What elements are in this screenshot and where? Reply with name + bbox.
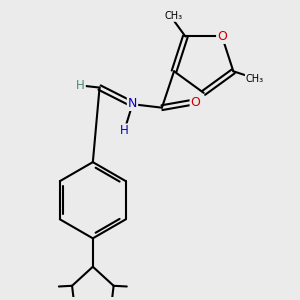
Text: N: N bbox=[128, 97, 137, 110]
Text: CH₃: CH₃ bbox=[164, 11, 182, 21]
Text: O: O bbox=[190, 96, 200, 109]
Text: CH₃: CH₃ bbox=[246, 74, 264, 84]
Text: H: H bbox=[119, 124, 128, 137]
Text: H: H bbox=[76, 79, 85, 92]
Text: O: O bbox=[217, 30, 227, 43]
